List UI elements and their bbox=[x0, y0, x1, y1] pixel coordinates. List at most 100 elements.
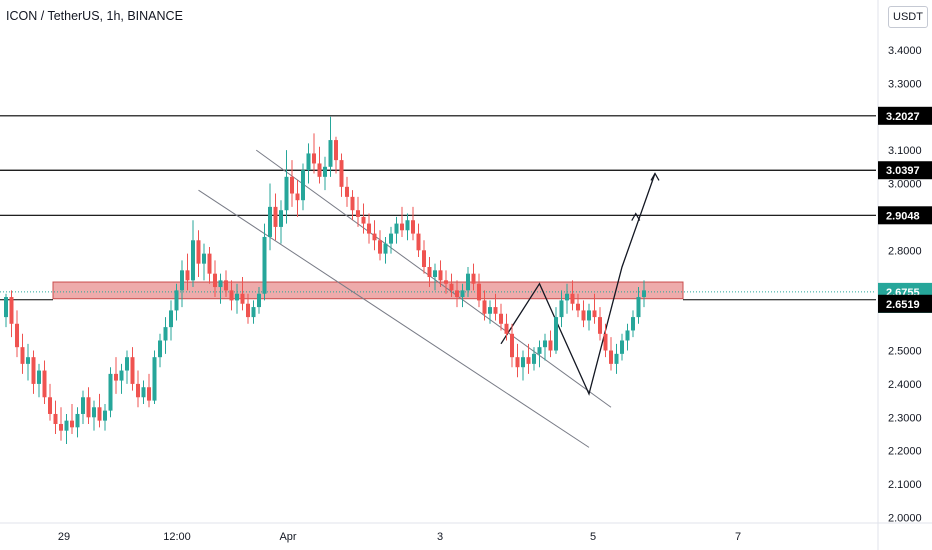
candle-body bbox=[185, 270, 190, 281]
candle-body bbox=[97, 407, 102, 421]
resistance-zone[interactable] bbox=[52, 281, 684, 300]
candle-body bbox=[240, 293, 245, 304]
y-tick-label: 2.3000 bbox=[888, 412, 922, 424]
candle-body bbox=[548, 340, 553, 351]
candle-body bbox=[9, 297, 14, 324]
candle-body bbox=[394, 223, 399, 234]
candle-body bbox=[279, 210, 283, 227]
candle-body bbox=[488, 307, 492, 314]
candle-body bbox=[295, 193, 300, 201]
y-tick-label: 3.4000 bbox=[888, 45, 922, 57]
candle-body bbox=[609, 350, 613, 364]
y-tick-label: 3.1000 bbox=[888, 145, 922, 157]
candle-body bbox=[515, 357, 520, 368]
candle-body bbox=[592, 310, 597, 318]
y-tick-label: 2.1000 bbox=[888, 479, 922, 491]
candle-body bbox=[103, 410, 107, 421]
y-tick-label: 2.2000 bbox=[888, 446, 922, 458]
candle-body bbox=[273, 206, 278, 227]
candle-body bbox=[438, 270, 443, 281]
candle-body bbox=[603, 333, 608, 351]
x-tick-label: 29 bbox=[58, 531, 70, 543]
candle-body bbox=[422, 250, 426, 267]
target-arrow-icon bbox=[631, 212, 641, 221]
price-level-badge bbox=[878, 206, 932, 225]
candle-body bbox=[207, 253, 212, 274]
currency-selector[interactable]: USDT bbox=[888, 6, 928, 28]
candle-body bbox=[306, 153, 311, 171]
x-tick-label: 5 bbox=[590, 531, 596, 543]
candle-body bbox=[345, 186, 349, 197]
candle-body bbox=[59, 423, 63, 431]
candle-body bbox=[152, 357, 157, 401]
candle-body bbox=[455, 290, 459, 298]
candle-body bbox=[367, 223, 371, 234]
price-level-badge bbox=[878, 294, 932, 313]
candle-body bbox=[499, 313, 503, 324]
candle-body bbox=[125, 357, 129, 371]
candle-body bbox=[427, 267, 432, 278]
y-tick-label: 3.3000 bbox=[888, 78, 922, 90]
candle-body bbox=[268, 206, 272, 237]
candle-body bbox=[433, 270, 437, 278]
candle-body bbox=[378, 240, 382, 254]
candle-body bbox=[136, 383, 140, 398]
price-level-badge-label: 3.0397 bbox=[886, 165, 920, 177]
candle-body bbox=[328, 140, 333, 167]
candle-body bbox=[48, 397, 52, 414]
channel-lower-line[interactable] bbox=[198, 189, 590, 448]
candle-body bbox=[526, 357, 531, 364]
candle-body bbox=[471, 273, 476, 284]
candle-body bbox=[631, 317, 635, 331]
channel-upper-line[interactable] bbox=[255, 149, 612, 408]
candle-body bbox=[477, 283, 481, 301]
candle-body bbox=[202, 253, 206, 264]
candle-body bbox=[405, 220, 410, 231]
candle-body bbox=[493, 307, 498, 314]
candle-body bbox=[466, 273, 470, 291]
y-tick-label: 2.5000 bbox=[888, 346, 922, 358]
candle-body bbox=[510, 333, 514, 358]
candle-body bbox=[416, 233, 421, 251]
candle-body bbox=[625, 330, 630, 341]
candle-body bbox=[246, 303, 250, 318]
candle-body bbox=[372, 233, 377, 241]
candle-body bbox=[64, 420, 69, 431]
candle-body bbox=[42, 370, 47, 398]
candle-body bbox=[411, 220, 415, 234]
candle-body bbox=[554, 317, 558, 351]
candle-body bbox=[31, 357, 36, 384]
candle-body bbox=[504, 323, 509, 334]
candle-body bbox=[532, 353, 536, 364]
candle-body bbox=[147, 387, 151, 401]
y-tick-label: 2.8000 bbox=[888, 245, 922, 257]
candle-body bbox=[218, 280, 223, 288]
candle-body bbox=[4, 297, 8, 318]
price-level-badge bbox=[878, 161, 932, 180]
candle-body bbox=[587, 310, 591, 321]
candle-body bbox=[86, 397, 91, 418]
candle-body bbox=[482, 300, 487, 314]
y-tick-label: 3.0000 bbox=[888, 179, 922, 191]
candle-body bbox=[620, 340, 624, 354]
candle-body bbox=[174, 290, 179, 311]
candle-body bbox=[301, 170, 305, 201]
candle-body bbox=[449, 283, 454, 291]
candle-body bbox=[460, 290, 465, 298]
candle-body bbox=[570, 293, 575, 304]
candle-body bbox=[614, 353, 619, 364]
candle-body bbox=[262, 236, 267, 294]
candle-body bbox=[81, 397, 85, 414]
candle-body bbox=[191, 240, 195, 281]
price-level-badge-label: 3.2027 bbox=[886, 111, 920, 123]
candle-body bbox=[20, 347, 25, 364]
candle-body bbox=[251, 307, 256, 318]
candle-body bbox=[598, 317, 602, 334]
candle-body bbox=[383, 243, 388, 254]
candle-body bbox=[119, 370, 124, 381]
candle-body bbox=[636, 297, 641, 318]
projection-path[interactable] bbox=[500, 173, 656, 396]
candle-body bbox=[290, 176, 294, 194]
candle-body bbox=[229, 290, 234, 301]
